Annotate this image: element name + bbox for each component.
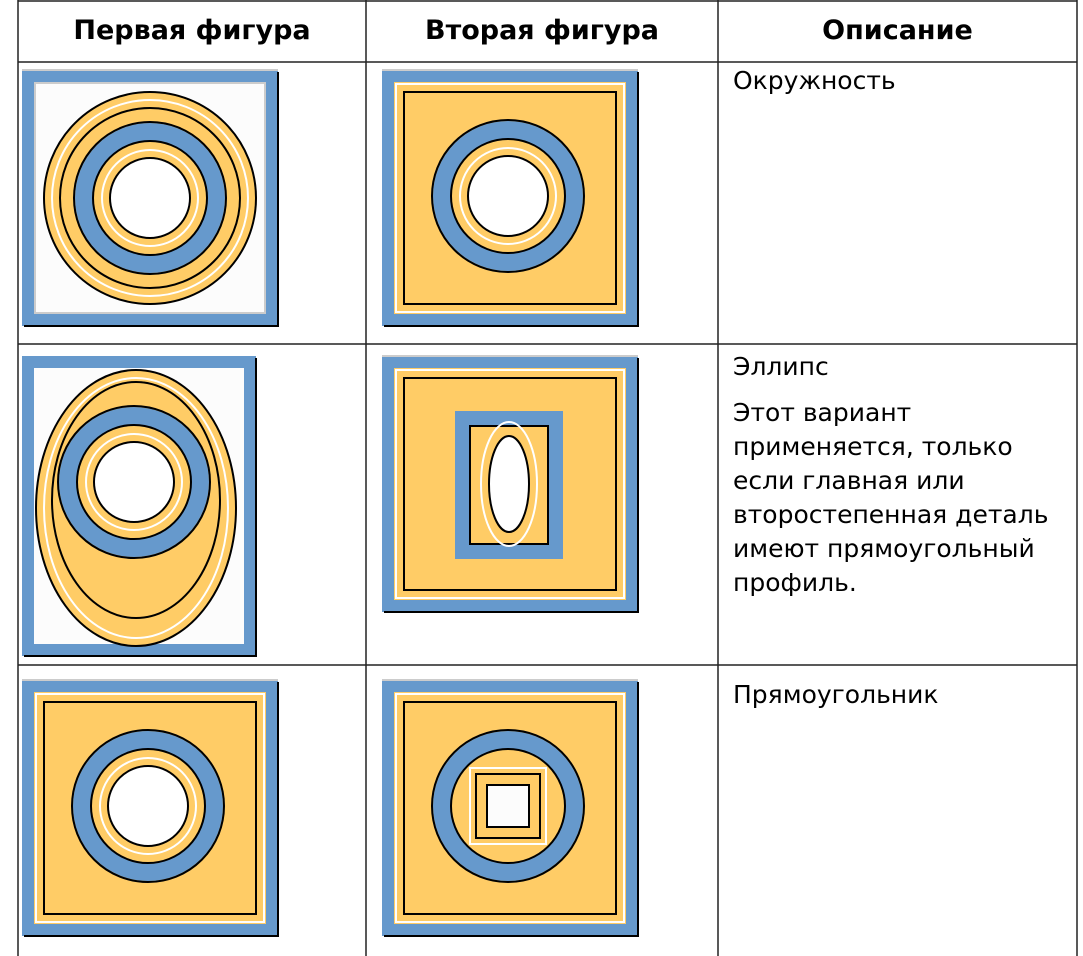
description-text: Этот вариант применяется, только если гл… — [733, 398, 1049, 597]
description-text: Окружность — [733, 66, 896, 95]
description-cell: Прямоугольник — [733, 678, 1073, 724]
table-grid — [17, 0, 1078, 956]
description-cell: Эллипс Этот вариант применяется, только … — [733, 350, 1073, 612]
header-cell: Описание — [822, 15, 973, 46]
figure-circle-1 — [22, 70, 278, 326]
figure-ellipse-1 — [22, 356, 257, 657]
figure-rect-2 — [382, 680, 638, 936]
header-cell: Первая фигура — [73, 15, 311, 46]
description-cell: Окружность — [733, 64, 1073, 110]
description-text: Эллипс — [733, 352, 829, 381]
description-text: Прямоугольник — [733, 680, 939, 709]
figure-ellipse-2 — [382, 356, 638, 612]
figure-rect-1 — [22, 680, 278, 936]
header-cell: Вторая фигура — [424, 15, 660, 46]
figure-circle-2 — [382, 70, 638, 326]
